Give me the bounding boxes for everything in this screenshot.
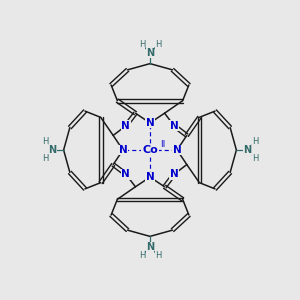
Text: H: H bbox=[42, 137, 48, 146]
Text: H: H bbox=[155, 250, 161, 260]
Text: N: N bbox=[146, 242, 154, 253]
Text: N: N bbox=[122, 169, 130, 179]
Text: N: N bbox=[170, 121, 178, 131]
Text: N: N bbox=[122, 121, 130, 131]
Text: H: H bbox=[139, 40, 145, 50]
Text: Co: Co bbox=[142, 145, 158, 155]
Text: N: N bbox=[243, 145, 252, 155]
Text: H: H bbox=[155, 40, 161, 50]
Text: N: N bbox=[173, 145, 182, 155]
Text: H: H bbox=[139, 250, 145, 260]
Text: N: N bbox=[146, 47, 154, 58]
Text: H: H bbox=[42, 154, 48, 163]
Text: N: N bbox=[146, 172, 154, 182]
Text: N: N bbox=[118, 145, 127, 155]
Text: N: N bbox=[146, 118, 154, 128]
Text: H: H bbox=[252, 154, 258, 163]
Text: H: H bbox=[252, 137, 258, 146]
Text: N: N bbox=[48, 145, 57, 155]
Text: N: N bbox=[170, 169, 178, 179]
Text: Ⅱ: Ⅱ bbox=[160, 140, 164, 149]
